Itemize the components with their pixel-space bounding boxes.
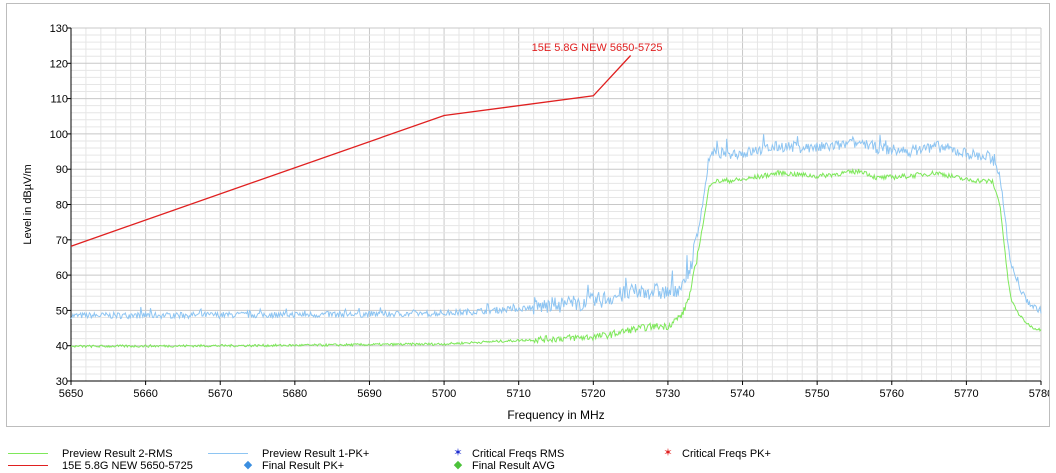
legend-line-swatch bbox=[208, 453, 248, 454]
legend-line-swatch bbox=[8, 453, 48, 454]
star-marker-icon: ✶ bbox=[453, 447, 463, 459]
x-tick-label: 5660 bbox=[133, 388, 157, 400]
x-tick-label: 5770 bbox=[954, 388, 978, 400]
y-axis-label: Level in dBµV/m bbox=[22, 164, 34, 244]
x-tick-label: 5650 bbox=[59, 388, 83, 400]
legend-label: Critical Freqs RMS bbox=[472, 448, 565, 460]
legend-label: Critical Freqs PK+ bbox=[682, 448, 771, 460]
y-tick-label: 120 bbox=[50, 58, 68, 70]
legend-label: Preview Result 1-PK+ bbox=[262, 448, 370, 460]
legend-line-swatch bbox=[8, 465, 48, 466]
y-tick-label: 80 bbox=[56, 200, 68, 212]
legend-item: 15E 5.8G NEW 5650-5725 bbox=[8, 460, 208, 472]
x-tick-label: 5740 bbox=[730, 388, 754, 400]
legend-label: Final Result PK+ bbox=[262, 460, 345, 472]
y-tick-label: 40 bbox=[56, 341, 68, 353]
series-preview-rms-line bbox=[70, 168, 1042, 349]
x-tick-label: 5760 bbox=[880, 388, 904, 400]
series-lines bbox=[70, 55, 1042, 349]
x-tick-label: 5730 bbox=[656, 388, 680, 400]
star-marker-icon: ✶ bbox=[663, 447, 673, 459]
y-tick-label: 30 bbox=[56, 376, 68, 388]
x-tick-label: 5680 bbox=[283, 388, 307, 400]
limit-line-annotation: 15E 5.8G NEW 5650-5725 bbox=[532, 42, 663, 54]
y-tick-label: 70 bbox=[56, 235, 68, 247]
x-axis-label: Frequency in MHz bbox=[507, 408, 604, 422]
y-tick-label: 130 bbox=[50, 23, 68, 35]
series-preview-pk-line bbox=[70, 134, 1042, 320]
legend-item: Preview Result 1-PK+ bbox=[208, 448, 408, 460]
y-tick-label: 60 bbox=[56, 270, 68, 282]
diamond-marker-icon: ◆ bbox=[453, 459, 463, 471]
x-tick-label: 5690 bbox=[357, 388, 381, 400]
y-tick-label: 100 bbox=[50, 129, 68, 141]
legend-item: ◆ Final Result PK+ bbox=[208, 459, 408, 472]
chart-frame: 5650 5660 5670 5680 5690 5700 5710 5720 5730 5740… bbox=[6, 3, 1054, 427]
x-tick-label: 5700 bbox=[432, 388, 456, 400]
chart-plot: 5650 5660 5670 5680 5690 5700 5710 5720 5730 5740… bbox=[22, 23, 1054, 422]
x-tick-label: 5670 bbox=[208, 388, 232, 400]
legend-label: Preview Result 2-RMS bbox=[62, 448, 173, 460]
x-tick-label: 5720 bbox=[581, 388, 605, 400]
diamond-marker-icon: ◆ bbox=[243, 459, 253, 471]
x-tick-label: 5780 bbox=[1029, 388, 1049, 400]
y-tick-label: 110 bbox=[50, 94, 68, 106]
x-tick-label: 5750 bbox=[805, 388, 829, 400]
axes: 5650 5660 5670 5680 5690 5700 5710 5720 5730 5740… bbox=[50, 23, 1054, 400]
legend-item: ✶ Critical Freqs PK+ bbox=[628, 447, 828, 460]
x-tick-label: 5710 bbox=[506, 388, 530, 400]
series-limit-line bbox=[70, 55, 632, 247]
legend-label: 15E 5.8G NEW 5650-5725 bbox=[62, 460, 193, 472]
annotations: 15E 5.8G NEW 5650-5725 bbox=[532, 42, 663, 54]
y-tick-label: 50 bbox=[56, 305, 68, 317]
legend-label: Final Result AVG bbox=[472, 460, 555, 472]
legend-item: Preview Result 2-RMS bbox=[8, 448, 208, 460]
y-tick-label: 90 bbox=[56, 164, 68, 176]
legend-item: ✶ Critical Freqs RMS bbox=[418, 447, 618, 460]
grid-lines bbox=[70, 27, 1042, 382]
legend-item: ◆ Final Result AVG bbox=[418, 459, 618, 472]
